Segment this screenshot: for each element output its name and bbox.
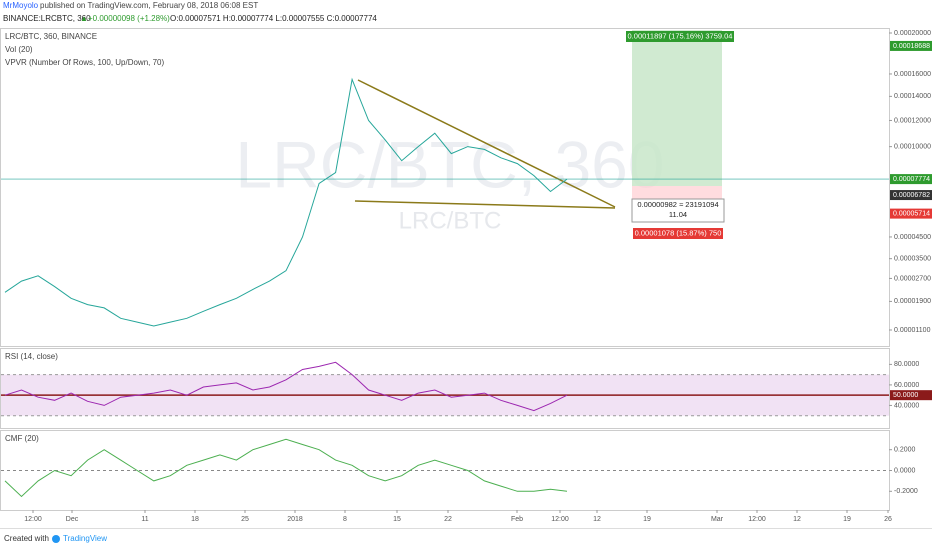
trend-line-lower <box>354 200 616 209</box>
y-tick-label: 40.0000 <box>894 402 919 409</box>
ticker-symbol: BINANCE:LRCBTC, 360 <box>3 14 91 23</box>
price-tag <box>890 174 932 185</box>
price-tag <box>890 208 932 219</box>
y-tick-label: 0.00002700 <box>894 275 931 282</box>
x-tick-label: 12 <box>793 516 801 523</box>
x-tick-label: 18 <box>191 516 199 523</box>
watermark-small: LRC/BTC <box>399 207 502 234</box>
target-label: 0.00011897 (175.16%) 3759.04 <box>628 31 733 40</box>
stop-label-bg <box>633 228 723 239</box>
watermark: LRC/BTC, 360 <box>235 127 664 201</box>
legend-item: LRC/BTC, 360, BINANCE <box>5 32 97 41</box>
entry-label-bg <box>631 198 725 223</box>
footer-brand[interactable]: TradingView <box>63 534 107 543</box>
author[interactable]: MrMoyolo <box>3 1 39 10</box>
y-tick-label: 0.00001900 <box>894 298 931 305</box>
y-tick-label: 0.00016000 <box>894 71 931 78</box>
y-tick-label: 0.00012000 <box>894 117 931 124</box>
series-line <box>4 361 568 412</box>
legend-item: Vol (20) <box>5 45 33 54</box>
current-tag <box>890 390 932 401</box>
x-tick-label: 11 <box>141 516 148 523</box>
x-tick-label: 12:00 <box>24 516 42 523</box>
ticker-arrow: ▲ <box>80 14 88 23</box>
pane-title: RSI (14, close) <box>5 352 58 361</box>
y-tick-label: 0.00020000 <box>894 30 931 37</box>
ticker-change: +0.00000098 (+1.28%) <box>88 14 170 23</box>
x-tick-label: Mar <box>711 516 724 523</box>
price-tag <box>890 190 932 201</box>
legend-item: VPVR (Number Of Rows, 100, Up/Down, 70) <box>5 58 165 67</box>
y-tick-label: 80.0000 <box>894 361 919 368</box>
x-tick-label: 22 <box>444 516 452 523</box>
y-tick-label: 0.00003500 <box>894 256 931 263</box>
price-tag-label: 0.00018688 <box>893 43 930 50</box>
series-line <box>4 438 568 498</box>
trend-line-upper <box>357 79 616 208</box>
x-tick-label: 8 <box>343 516 347 523</box>
x-tick-label: 2018 <box>287 516 303 523</box>
logo <box>52 535 60 543</box>
x-tick-label: 12:00 <box>551 516 569 523</box>
entry-label: 0.00000982 ≈ 23191094 <box>637 200 718 209</box>
x-tick-label: 19 <box>843 516 851 523</box>
published: published on TradingView.com, February 0… <box>40 1 258 10</box>
price-tag-label: 0.00007774 <box>893 176 930 183</box>
target-label-bg <box>626 31 734 42</box>
x-tick-label: 12:00 <box>748 516 766 523</box>
x-tick-label: 15 <box>393 516 401 523</box>
series-line <box>4 77 568 327</box>
x-tick-label: 26 <box>884 516 892 523</box>
x-tick-label: Dec <box>66 516 79 523</box>
x-tick-label: Feb <box>511 516 523 523</box>
footer-text: Created with <box>4 534 49 543</box>
y-tick-label: 0.00004500 <box>894 234 931 241</box>
price-pane <box>0 28 890 347</box>
stop-label: 0.00001078 (15.87%) 750 <box>635 228 722 237</box>
y-tick-label: 0.0000 <box>894 467 916 474</box>
x-tick-label: 12 <box>593 516 601 523</box>
price-tag <box>890 40 932 51</box>
y-tick-label: 0.00014000 <box>894 93 931 100</box>
y-tick-label: 0.2000 <box>894 447 916 454</box>
price-tag-label: 0.00005714 <box>893 210 930 217</box>
y-tick-label: 60.0000 <box>894 382 919 389</box>
ticker-ohlc: O:0.00007571 H:0.00007774 L:0.00007555 C… <box>170 14 377 23</box>
y-tick-label: 0.00010000 <box>894 143 931 150</box>
y-tick-label: 0.00001100 <box>894 327 931 334</box>
x-tick-label: 19 <box>643 516 651 523</box>
ratio-label: 11.04 <box>669 210 687 219</box>
y-tick-label: -0.2000 <box>894 488 918 495</box>
rsi-pane <box>0 348 890 429</box>
target-zone <box>632 30 722 186</box>
price-tag-label: 0.00006782 <box>893 192 930 199</box>
pane-title: CMF (20) <box>5 434 39 443</box>
current-tag-label: 50.0000 <box>893 392 918 399</box>
x-tick-label: 25 <box>241 516 249 523</box>
